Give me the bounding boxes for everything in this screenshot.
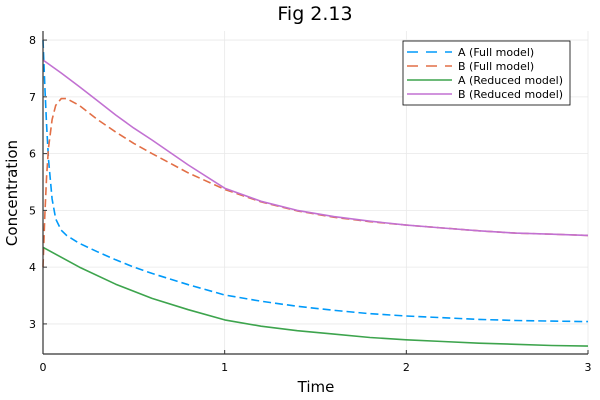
- legend-label: A (Reduced model): [458, 74, 563, 87]
- x-tick-label: 0: [40, 361, 47, 374]
- y-tick-label: 4: [29, 261, 36, 274]
- y-tick-label: 8: [29, 34, 36, 47]
- y-tick-label: 6: [29, 148, 36, 161]
- data-series: [42, 40, 589, 347]
- x-axis-title: Time: [297, 378, 335, 396]
- y-tick-label: 5: [29, 204, 36, 217]
- axes: [42, 31, 588, 355]
- series-line-3: [42, 59, 589, 237]
- legend-label: B (Full model): [458, 60, 534, 73]
- legend-label: A (Full model): [458, 46, 534, 59]
- chart-title: Fig 2.13: [277, 3, 352, 25]
- x-tick-label: 1: [221, 361, 228, 374]
- legend: A (Full model)B (Full model)A (Reduced m…: [402, 40, 571, 106]
- legend-label: B (Reduced model): [458, 88, 563, 101]
- y-axis-title: Concentration: [3, 140, 21, 246]
- tick-labels: 0 1 2 3 3 4 5 6 7 8: [29, 34, 592, 374]
- series-line-0: [42, 40, 589, 323]
- y-tick-label: 3: [29, 318, 36, 331]
- x-tick-label: 3: [585, 361, 592, 374]
- series-line-2: [42, 246, 589, 347]
- y-tick-label: 7: [29, 91, 36, 104]
- x-tick-label: 2: [403, 361, 410, 374]
